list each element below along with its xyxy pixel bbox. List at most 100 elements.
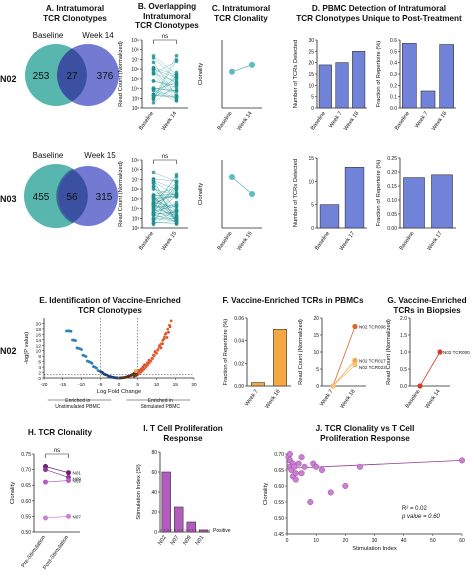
chart-b-n02-ytick-label-0: 10⁹ <box>131 38 139 44</box>
chart-f-frac-ytick-label-0: 0.00 <box>234 384 244 390</box>
chart-e-ytick-label-7: 14 <box>36 338 42 344</box>
chart-d-n02-count-bar-0 <box>318 64 332 109</box>
chart-j-ylabel: Clonality <box>263 483 269 505</box>
chart-d-n02-count-ylabel: Number of TCRs Detected <box>293 40 299 108</box>
chart-i-ytick-label-2: 40 <box>151 490 157 496</box>
venn-n03-right-label: Week 15 <box>84 151 116 160</box>
chart-d-n02-count-ytick-label-2: 10 <box>308 83 314 89</box>
chart-h-ytick-label-0: 0.50 <box>21 530 31 536</box>
chart-e-annotation-left-2: Unstimulated PBMC <box>55 404 100 410</box>
chart-e-point <box>162 335 166 339</box>
chart-e-point <box>74 339 77 343</box>
chart-b-n02-point-week <box>174 89 179 94</box>
chart-i-ytick-label-4: 80 <box>151 450 157 456</box>
chart-e-point <box>142 367 146 371</box>
chart-h-ytick-label-2: 0.60 <box>21 499 31 505</box>
chart-b-n03-pair-line <box>153 205 177 208</box>
venn-n02-right-count: 376 <box>97 71 114 82</box>
chart-b-n03-pair-line <box>153 202 177 214</box>
panel-title-i: I. T Cell Proliferation Response <box>143 424 223 443</box>
chart-b-n02-ytick-label-5: 10⁴ <box>131 87 139 93</box>
chart-j-xtick-label-6: 60 <box>459 538 465 544</box>
chart-d-n02-count-ytick-label-6: 30 <box>308 38 314 44</box>
chart-f-frac-ytick-label-2: 0.04 <box>234 339 244 345</box>
panel-title-f: F. Vaccine-Enriched TCRs in PBMCs <box>222 296 364 305</box>
chart-e-ytick-label-10: 20 <box>36 321 42 327</box>
chart-b-n02-pair-line <box>153 68 177 78</box>
chart-b-n03-xlabel-0: Baseline <box>138 231 155 252</box>
chart-h-series-label-2: N02 <box>73 479 82 484</box>
chart-h-series-label-3: N07 <box>73 514 82 519</box>
chart-c-n03-point-0 <box>229 174 235 180</box>
chart-h-ns-label: ns <box>54 448 60 454</box>
chart-e-ytick-label-1: 2 <box>38 371 41 377</box>
chart-e-point <box>69 329 73 333</box>
chart-b-n02-point-week <box>174 53 179 58</box>
chart-b-n02-ytick-label-1: 10⁸ <box>131 48 139 54</box>
chart-h-point-2-0 <box>43 479 48 485</box>
chart-c-n02-ylabel: Clonality <box>198 63 204 85</box>
chart-b-n02-ylabel: Read Count (Normalized) <box>118 41 124 107</box>
venn-n02-overlap <box>57 48 87 102</box>
chart-b-n03-point-baseline <box>151 196 156 200</box>
chart-b-n03-point-week <box>174 193 179 198</box>
panel-title-e: E. Identification of Vaccine-Enriched TC… <box>39 296 181 315</box>
chart-i-ytick-label-0: 0 <box>154 530 157 536</box>
row-label-n02: N02 <box>0 74 17 84</box>
chart-f-reads-series-label-0: N02 TCR008 <box>359 325 386 330</box>
chart-h-point-2-1 <box>66 478 71 484</box>
chart-d-n02-frac-xlabel-2: Week 18 <box>431 111 448 132</box>
chart-i-ylabel: Stimulation Index (SI) <box>136 464 142 519</box>
panel-title-g: G. Vaccine-Enriched TCRs in Biopsies <box>387 296 467 315</box>
chart-j-xtick-label-4: 40 <box>401 538 407 544</box>
chart-b-n02-ytick-label-2: 10⁷ <box>132 57 140 63</box>
chart-e-point <box>141 365 145 369</box>
chart-b-n03-pair-line <box>153 214 177 222</box>
chart-b-n02-point-baseline <box>151 67 156 71</box>
chart-f-reads-ytick-label-3: 15 <box>313 333 319 339</box>
chart-d-n03-frac-ytick-label-5: 0.25 <box>387 156 397 162</box>
chart-j-ytick-label-2: 0.55 <box>274 500 284 506</box>
chart-b-n02-point-week <box>174 75 179 80</box>
chart-e-point <box>151 357 154 360</box>
chart-e-xtick-label-8: 20 <box>191 382 197 388</box>
panel-title-c: C. Intratumoral TCR Clonality <box>211 4 271 23</box>
chart-b-n03-pair-line <box>153 178 177 182</box>
chart-i-xlabel-2: N09 <box>182 535 193 547</box>
chart-i-bar-0 <box>161 471 171 533</box>
chart-b-n03-point-week <box>174 207 179 212</box>
chart-e-ytick-label-5: 10 <box>36 349 42 355</box>
chart-b-n03-pair-line <box>153 195 177 204</box>
chart-d-n02-frac-xlabel-0: Baseline <box>394 111 411 132</box>
chart-d-n03-frac-ylabel: Fraction of Repertoire (%) <box>376 160 382 227</box>
chart-j-point-16 <box>356 463 363 470</box>
chart-h-point-0-1 <box>66 470 71 476</box>
chart-g-point-0 <box>417 383 423 389</box>
chart-i-bar-2 <box>186 521 196 533</box>
chart-c-n02-line <box>231 64 253 73</box>
chart-b-n03-pair-line <box>153 206 177 212</box>
chart-b-n03-pair-line <box>153 186 177 217</box>
chart-d-n02-count-bar-1 <box>335 62 349 109</box>
chart-b-n03-ytick-label-1: 10⁸ <box>131 168 139 174</box>
chart-j-point-17 <box>459 457 466 464</box>
chart-f-frac-ytick-label-3: 0.06 <box>234 316 244 322</box>
chart-d-n02-count-ytick-label-4: 20 <box>308 61 314 67</box>
chart-e-ytick-label-0: 0 <box>38 376 41 382</box>
chart-g-xlabel-0: Baseline <box>405 389 422 410</box>
chart-b-n02-pair-line <box>153 72 177 95</box>
chart-e-point <box>144 365 148 369</box>
chart-b-n02-point-baseline <box>151 72 156 76</box>
panel-title-j: J. TCR Clonality vs T Cell Proliferation… <box>315 424 415 443</box>
chart-b-n02-point-week <box>174 81 179 86</box>
chart-h-point-3-0 <box>43 515 48 521</box>
chart-j-point-8 <box>295 460 302 467</box>
chart-j-point-7 <box>292 476 299 483</box>
chart-d-n02-frac-ytick-label-6: 0.6 <box>390 38 397 44</box>
chart-b-n03-point-week <box>174 179 179 183</box>
chart-d-n02-count-ytick-label-0: 0 <box>311 106 314 112</box>
chart-b-n03-ylabel: Read Count (Normalized) <box>118 161 124 227</box>
chart-d-n02-count-xlabel-2: Week 18 <box>343 111 360 132</box>
chart-g-ylabel: Read Count (Normalized) <box>386 319 392 385</box>
